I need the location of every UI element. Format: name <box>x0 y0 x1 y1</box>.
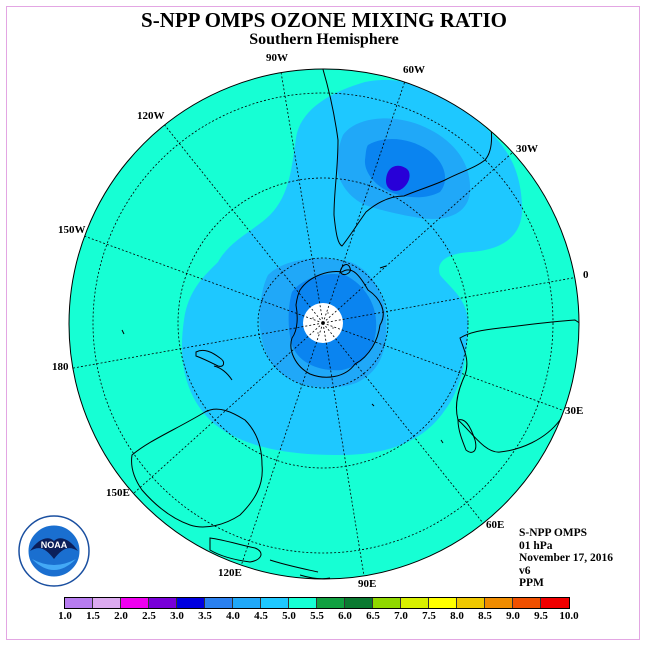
lon-label: 90W <box>266 52 288 64</box>
colorbar-segment <box>65 598 93 608</box>
coast-australia <box>131 408 263 528</box>
longitude-labels: 90W 60W 30W 0 30E 60E 90E 120E 150E 180 … <box>52 52 589 590</box>
colorbar-ticks: 1.0 1.5 2.0 2.5 3.0 3.5 4.0 4.5 5.0 5.5 6.0 6.5 7.0 7… <box>0 610 648 624</box>
lon-label: 60E <box>486 519 504 531</box>
colorbar-tick-label: 8.0 <box>450 610 464 622</box>
colorbar-tick-label: 9.0 <box>506 610 520 622</box>
colorbar-segment <box>121 598 149 608</box>
ozone-field <box>69 69 579 579</box>
coast-small-islands <box>121 329 444 444</box>
lon-label: 120E <box>218 567 242 579</box>
coast-new-zealand <box>195 349 233 381</box>
map-subtitle: Southern Hemisphere <box>249 31 399 48</box>
colorbar-tick-label: 7.5 <box>422 610 436 622</box>
colorbar-tick-label: 1.5 <box>86 610 100 622</box>
lon-label: 150E <box>106 487 130 499</box>
lon-label: 120W <box>137 110 165 122</box>
colorbar-tick-label: 6.5 <box>366 610 380 622</box>
colorbar-tick-label: 5.0 <box>282 610 296 622</box>
coast-new-guinea <box>209 537 262 563</box>
lon-label: 90E <box>358 578 376 590</box>
lon-label: 30E <box>565 405 583 417</box>
map-border <box>68 68 580 580</box>
colorbar-tick-label: 6.0 <box>338 610 352 622</box>
colorbar-segment <box>457 598 485 608</box>
lon-label: 150W <box>58 224 86 236</box>
graticule <box>69 71 579 577</box>
colorbar-tick-label: 5.5 <box>310 610 324 622</box>
noaa-logo-icon: NOAA <box>18 515 90 587</box>
colorbar-segment <box>149 598 177 608</box>
lon-label: 60W <box>403 64 425 76</box>
coast-africa <box>455 319 579 453</box>
colorbar-segment <box>401 598 429 608</box>
colorbar-tick-label: 7.0 <box>394 610 408 622</box>
colorbar-segment <box>513 598 541 608</box>
plot-frame <box>6 6 640 640</box>
coast-antarctic-peninsula <box>339 264 351 275</box>
lon-label: 30W <box>516 143 538 155</box>
lon-label: 0 <box>583 269 589 281</box>
colorbar-segment <box>485 598 513 608</box>
colorbar-segment <box>261 598 289 608</box>
noaa-logo-text: NOAA <box>41 540 68 550</box>
colorbar-tick-label: 4.5 <box>254 610 268 622</box>
coast-south-georgia <box>379 265 387 269</box>
colorbar <box>64 597 570 609</box>
info-version: v6 <box>519 564 531 577</box>
colorbar-tick-label: 10.0 <box>559 610 579 622</box>
coast-madagascar <box>457 419 477 453</box>
colorbar-segment <box>345 598 373 608</box>
info-pressure: 01 hPa <box>519 539 553 552</box>
map-title: S-NPP OMPS OZONE MIXING RATIO <box>141 8 507 32</box>
colorbar-segment <box>317 598 345 608</box>
ozone-band-2-5 <box>386 165 410 191</box>
colorbar-segment <box>429 598 457 608</box>
colorbar-tick-label: 4.0 <box>226 610 240 622</box>
colorbar-segment <box>177 598 205 608</box>
colorbar-tick-label: 3.0 <box>170 610 184 622</box>
colorbar-segment <box>233 598 261 608</box>
colorbar-segment <box>93 598 121 608</box>
colorbar-tick-label: 8.5 <box>478 610 492 622</box>
colorbar-tick-label: 9.5 <box>534 610 548 622</box>
lon-label: 180 <box>52 361 69 373</box>
colorbar-tick-label: 3.5 <box>198 610 212 622</box>
colorbar-tick-label: 2.0 <box>114 610 128 622</box>
colorbar-tick-label: 1.0 <box>58 610 72 622</box>
info-date: November 17, 2016 <box>519 552 614 564</box>
info-panel: S-NPP OMPS 01 hPa November 17, 2016 v6 P… <box>519 527 613 590</box>
info-units: PPM <box>519 577 544 589</box>
colorbar-segment <box>373 598 401 608</box>
colorbar-segment <box>289 598 317 608</box>
colorbar-segment <box>541 598 569 608</box>
colorbar-tick-label: 2.5 <box>142 610 156 622</box>
info-instrument: S-NPP OMPS <box>519 527 588 539</box>
colorbar-segment <box>205 598 233 608</box>
